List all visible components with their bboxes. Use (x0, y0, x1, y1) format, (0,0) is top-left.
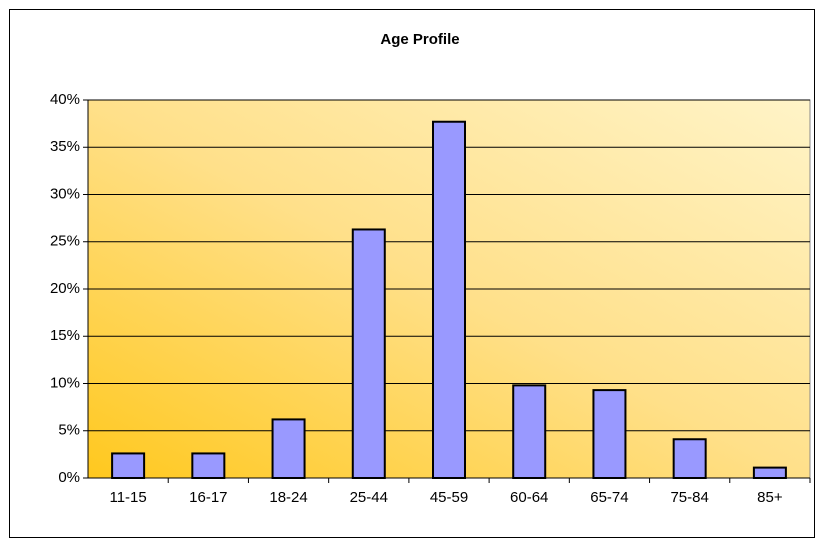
chart-title: Age Profile (380, 31, 459, 48)
bar (592, 389, 627, 479)
y-tick-label: 15% (50, 327, 80, 344)
bar (351, 228, 386, 479)
y-tick-label: 30% (50, 185, 80, 202)
x-tick-label: 60-64 (510, 489, 548, 506)
bar (672, 438, 707, 480)
y-tick-label: 25% (50, 233, 80, 250)
x-tick-label: 11-15 (109, 489, 146, 506)
x-tick-label: 18-24 (269, 489, 307, 506)
bar (512, 384, 547, 480)
bar (111, 452, 146, 479)
x-tick-label: 65-74 (590, 489, 628, 506)
x-tick-label: 16-17 (189, 489, 227, 506)
y-tick-label: 40% (50, 91, 80, 108)
x-tick-label: 75-84 (670, 489, 708, 506)
y-tick-label: 20% (50, 280, 80, 297)
x-tick-label: 45-59 (430, 489, 468, 506)
y-tick-label: 0% (58, 469, 80, 486)
bar (191, 452, 226, 479)
x-tick-label: 85+ (757, 489, 783, 506)
bar (432, 120, 466, 480)
y-tick-label: 10% (50, 374, 80, 391)
bar (271, 418, 306, 480)
y-tick-label: 5% (58, 422, 80, 439)
x-tick-label: 25-44 (350, 489, 388, 506)
y-tick-label: 35% (50, 138, 80, 155)
bar (752, 466, 787, 480)
